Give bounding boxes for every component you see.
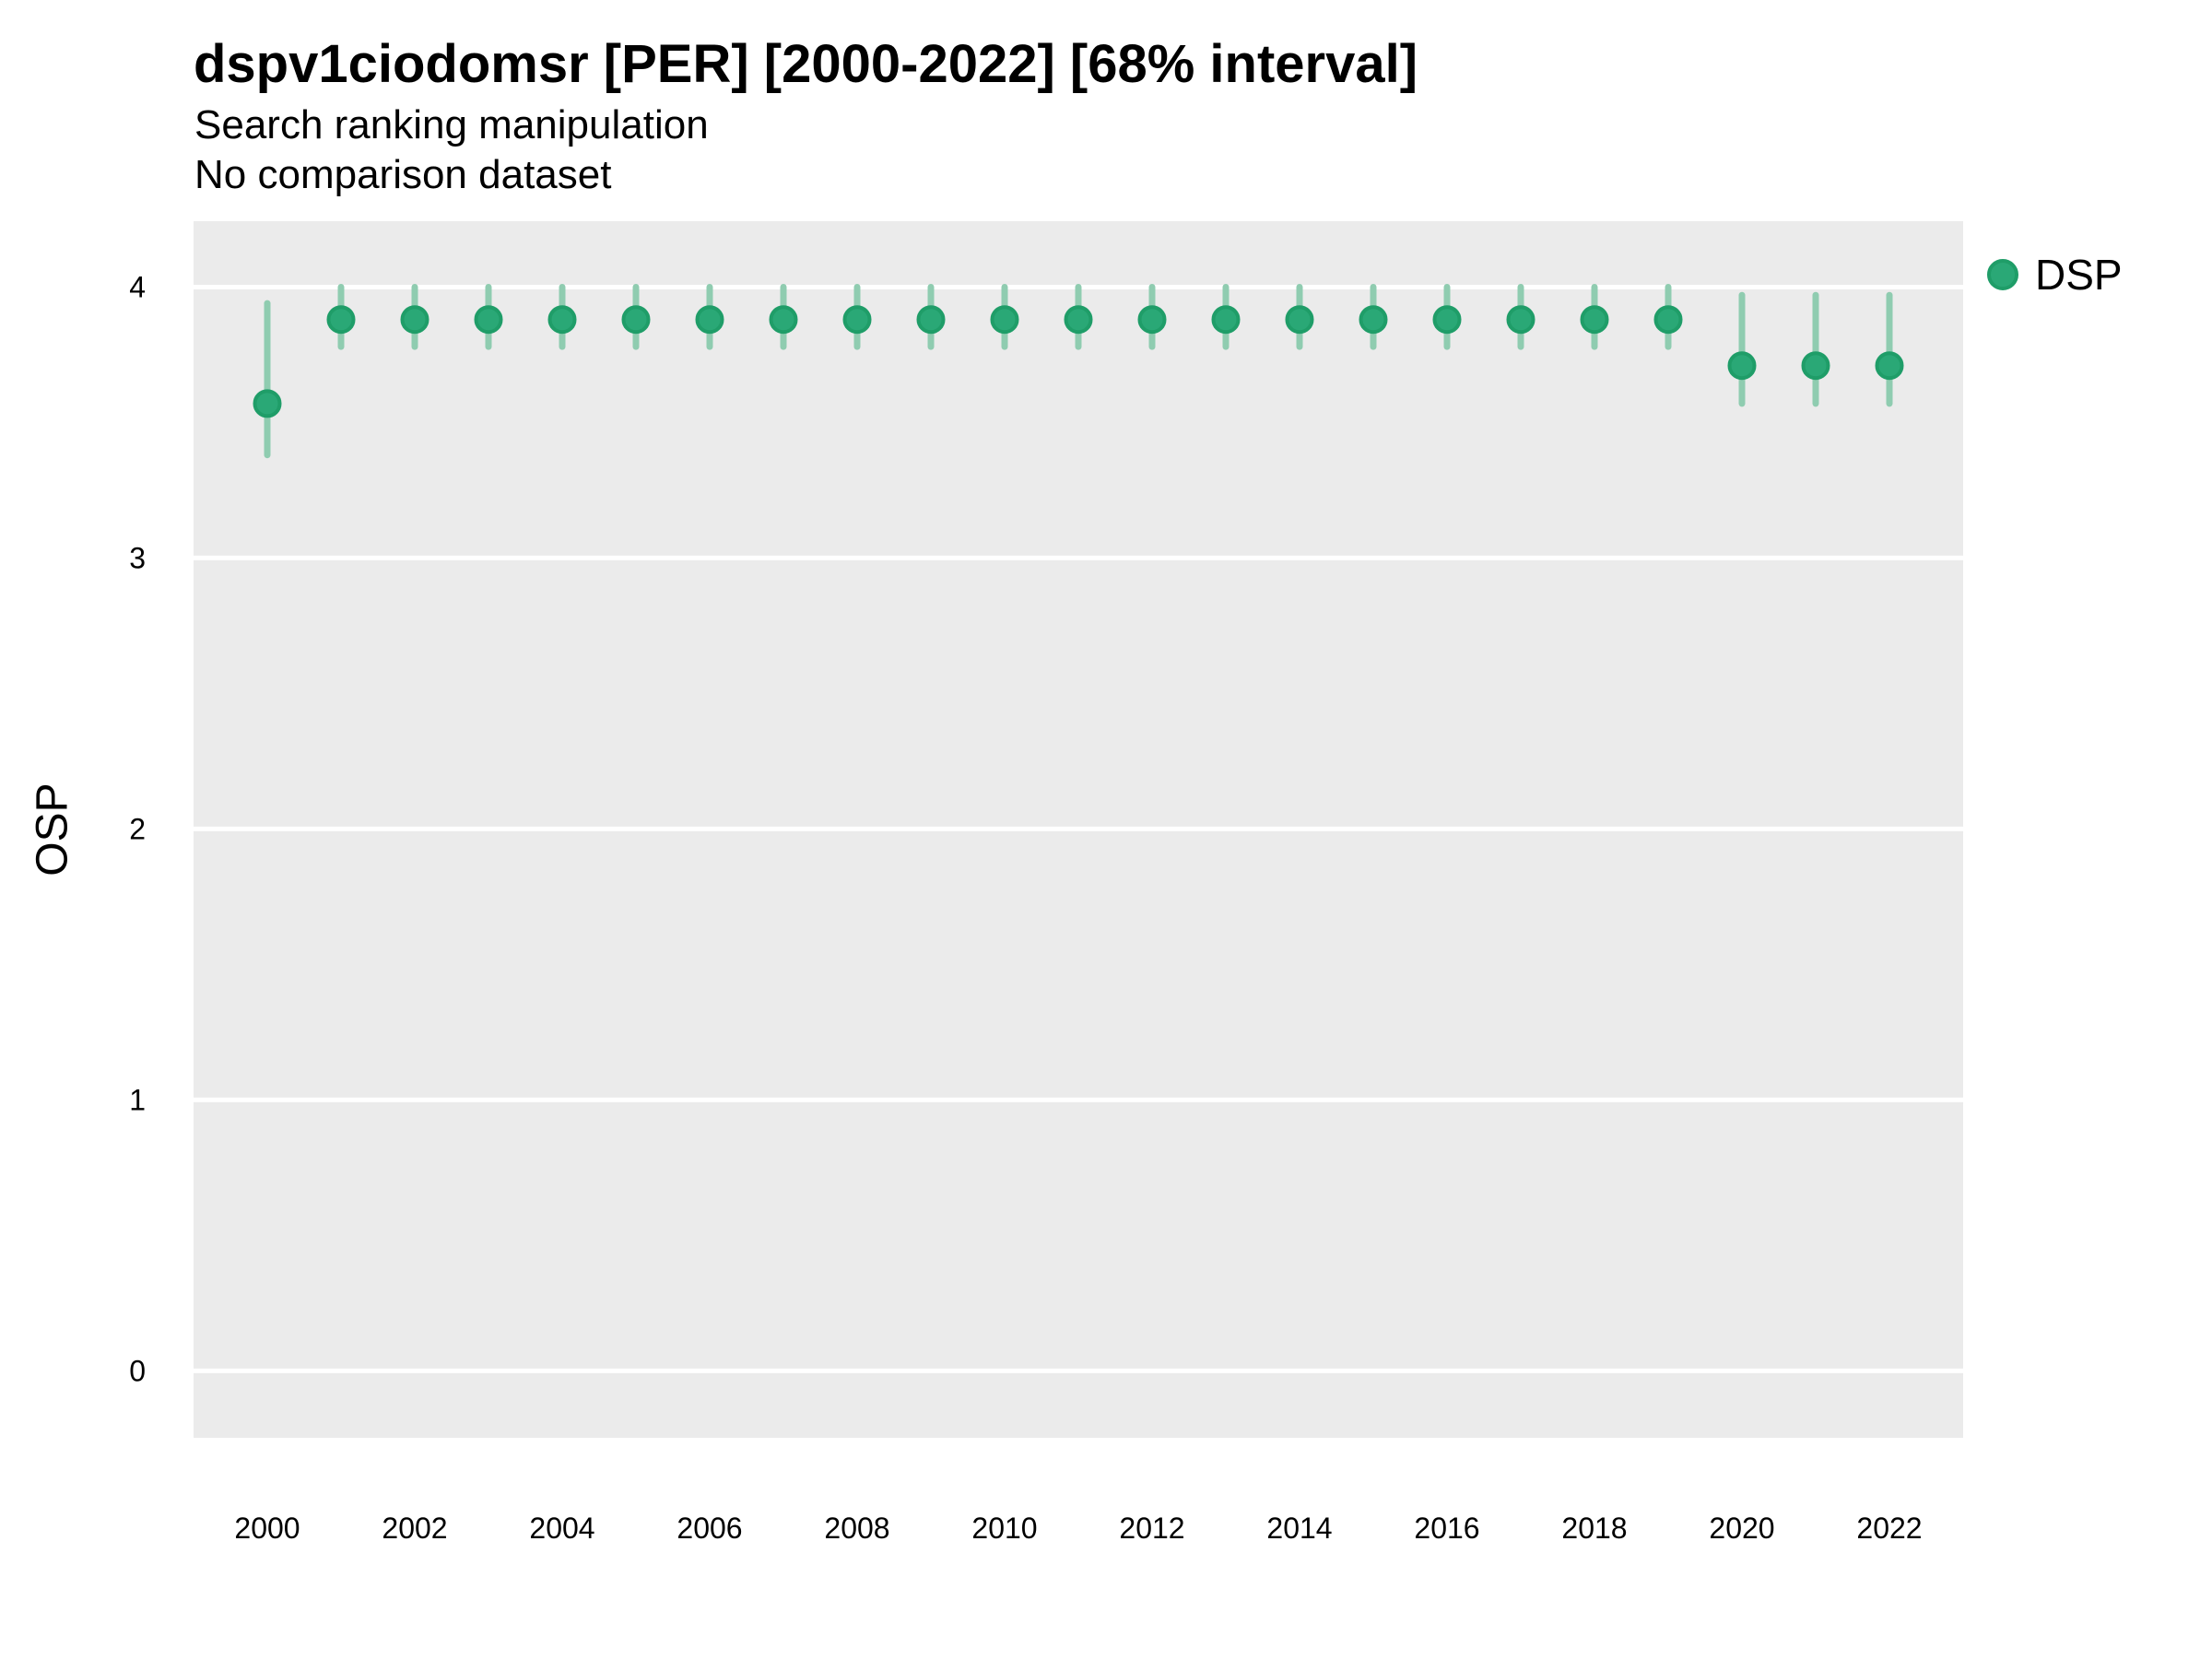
- legend: DSP: [1987, 251, 2123, 300]
- x-tick-label-2016: 2016: [1414, 1512, 1479, 1545]
- y-tick-label-2: 2: [129, 812, 146, 845]
- x-tick-label-2006: 2006: [677, 1512, 742, 1545]
- x-tick-label-2002: 2002: [382, 1512, 447, 1545]
- y-tick-label-1: 1: [129, 1083, 146, 1116]
- legend-label: DSP: [2035, 251, 2123, 299]
- y-tick-label-3: 3: [129, 541, 146, 574]
- legend-point-icon: [1987, 259, 2018, 291]
- y-tick-label-4: 4: [129, 270, 146, 303]
- x-tick-label-2014: 2014: [1266, 1512, 1332, 1545]
- chart-subtitle: Search ranking manipulation: [194, 102, 709, 147]
- x-tick-label-2020: 2020: [1709, 1512, 1774, 1545]
- x-tick-label-2010: 2010: [971, 1512, 1037, 1545]
- x-tick-label-2004: 2004: [529, 1512, 594, 1545]
- x-tick-label-2012: 2012: [1119, 1512, 1184, 1545]
- y-tick-label-0: 0: [129, 1354, 146, 1387]
- x-tick-label-2008: 2008: [824, 1512, 889, 1545]
- y-axis-title: OSP: [28, 782, 77, 877]
- plot-panel: [194, 221, 1963, 1438]
- x-tick-label-2022: 2022: [1856, 1512, 1922, 1545]
- chart-title: dspv1ciodomsr [PER] [2000-2022] [68% int…: [194, 34, 1418, 94]
- chart-caption: No comparison dataset: [194, 152, 612, 197]
- x-tick-label-2018: 2018: [1561, 1512, 1627, 1545]
- x-tick-label-2000: 2000: [234, 1512, 300, 1545]
